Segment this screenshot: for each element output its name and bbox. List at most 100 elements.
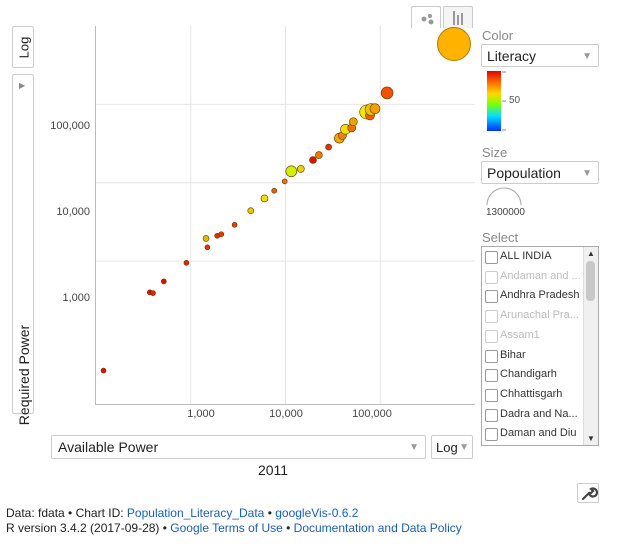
select-item-label: Bihar xyxy=(500,348,526,361)
color-legend-mid-label: 50 xyxy=(509,95,521,106)
select-checkbox[interactable] xyxy=(485,349,498,363)
data-bubble[interactable] xyxy=(380,86,394,100)
color-dropdown[interactable]: Literacy ▼ xyxy=(481,44,599,67)
bar-chart-icon xyxy=(453,11,463,25)
select-item-label: Chandigarh xyxy=(500,368,557,381)
y-axis-label: Required Power xyxy=(16,324,32,426)
data-bubble[interactable] xyxy=(281,178,288,185)
y-tick-label: 10,000 xyxy=(56,206,90,218)
select-checkbox[interactable] xyxy=(485,388,498,402)
select-list-item[interactable]: Andaman and ... xyxy=(484,268,584,288)
color-section-title: Color xyxy=(482,28,514,43)
select-checkbox[interactable] xyxy=(485,290,498,304)
scroll-thumb[interactable] xyxy=(586,261,595,301)
data-bubble[interactable] xyxy=(183,260,190,266)
footer-r-version: R version 3.4.2 (2017-09-28) • xyxy=(6,521,171,535)
color-legend-bar xyxy=(487,71,501,131)
data-bubble[interactable] xyxy=(315,151,323,159)
data-bubble[interactable] xyxy=(231,222,238,228)
terms-of-use-link[interactable]: Google Terms of Use xyxy=(170,521,283,535)
y-axis-selector[interactable]: ▶ Required Power xyxy=(12,74,34,425)
data-bubble[interactable] xyxy=(100,367,107,374)
select-list[interactable]: ▲ ▼ ALL INDIA Andaman and ... Andhra Prade… xyxy=(481,246,599,446)
select-item-label: ALL INDIA xyxy=(500,250,552,262)
select-list-item[interactable]: Chhattisgarh xyxy=(484,386,584,406)
color-selected-value: Literacy xyxy=(487,48,537,64)
time-label: 2011 xyxy=(257,462,289,478)
x-scale-label: Log xyxy=(436,440,458,455)
select-checkbox[interactable] xyxy=(485,408,498,422)
settings-wrench-button[interactable] xyxy=(577,483,599,503)
data-bubble[interactable] xyxy=(150,290,156,296)
bubble-chart-icon xyxy=(421,14,434,25)
bubble-chart-tab[interactable] xyxy=(411,6,441,28)
x-scale-toggle[interactable]: Log ▼ xyxy=(431,435,473,459)
select-checkbox[interactable] xyxy=(485,251,498,264)
x-tick-label: 100,000 xyxy=(352,408,392,420)
color-legend-ticks xyxy=(502,71,506,131)
select-list-item[interactable]: Chandigarh xyxy=(484,366,584,386)
select-list-item[interactable]: Bihar xyxy=(484,347,584,367)
select-item-label: Chhattisgarh xyxy=(500,387,563,400)
selected-bubble-preview xyxy=(437,27,471,61)
size-legend-value: 1300000 xyxy=(486,207,525,218)
size-dropdown[interactable]: Popoulation ▼ xyxy=(481,161,599,184)
plot-area xyxy=(95,26,475,405)
bar-chart-tab[interactable] xyxy=(443,6,473,28)
select-list-scrollbar[interactable]: ▲ ▼ xyxy=(583,247,598,445)
data-bubble[interactable] xyxy=(285,165,298,178)
documentation-policy-link[interactable]: Documentation and Data Policy xyxy=(293,521,462,535)
footer-separator: • xyxy=(282,521,294,535)
x-tick-label: 10,000 xyxy=(269,408,303,420)
select-checkbox[interactable] xyxy=(485,329,498,343)
wrench-icon xyxy=(581,487,599,501)
select-item-label: Arunachal Pra... xyxy=(500,309,579,322)
data-bubble[interactable] xyxy=(271,187,277,194)
footer-line-2: R version 3.4.2 (2017-09-28) • Google Te… xyxy=(6,521,462,535)
data-bubble[interactable] xyxy=(369,103,381,114)
footer-data-text: Data: fdata • Chart ID: xyxy=(6,506,127,520)
size-section-title: Size xyxy=(482,145,508,160)
data-bubble[interactable] xyxy=(204,244,211,251)
footer-separator: • xyxy=(264,506,276,520)
select-list-item[interactable]: Andhra Pradesh xyxy=(484,287,584,307)
select-list-item[interactable]: ALL INDIA xyxy=(484,248,584,268)
select-list-item[interactable]: Arunachal Pra... xyxy=(484,307,584,327)
chevron-down-icon: ▼ xyxy=(459,442,469,453)
y-scale-toggle[interactable]: Log xyxy=(12,26,34,68)
select-list-item[interactable]: Assam1 xyxy=(484,327,584,347)
data-bubble[interactable] xyxy=(161,278,167,285)
select-checkbox[interactable] xyxy=(485,310,498,324)
chart-id-link[interactable]: Population_Literacy_Data xyxy=(126,506,265,520)
x-axis-label: Available Power xyxy=(58,439,159,455)
select-item-label: Daman and Diu xyxy=(500,427,577,440)
select-checkbox[interactable] xyxy=(485,369,498,383)
data-bubble[interactable] xyxy=(260,194,269,203)
y-tick-label: 1,000 xyxy=(62,292,90,304)
scroll-up-icon[interactable]: ▲ xyxy=(587,249,595,258)
data-bubble[interactable] xyxy=(348,117,358,126)
select-list-item[interactable]: Daman and Diu xyxy=(484,425,584,445)
data-bubble[interactable] xyxy=(218,231,225,237)
scroll-down-icon[interactable]: ▼ xyxy=(587,434,595,443)
chevron-down-icon: ▼ xyxy=(409,442,419,453)
select-checkbox[interactable] xyxy=(485,270,498,284)
x-tick-label: 1,000 xyxy=(187,408,215,420)
footer-line-1: Data: fdata • Chart ID: Population_Liter… xyxy=(6,506,358,520)
select-item-label: Dadra and Na... xyxy=(500,407,578,420)
data-bubble[interactable] xyxy=(325,143,332,151)
bubble-chart xyxy=(96,26,475,404)
data-bubble[interactable] xyxy=(247,207,255,214)
y-axis-dropdown-arrow-icon: ▶ xyxy=(19,81,26,90)
select-item-label: Andaman and ... xyxy=(500,269,581,282)
select-list-item[interactable]: Dadra and Na... xyxy=(484,406,584,426)
select-checkbox[interactable] xyxy=(485,428,498,442)
x-axis-selector[interactable]: Available Power ▼ xyxy=(51,435,426,459)
data-bubble[interactable] xyxy=(309,156,317,164)
googlevis-version-link[interactable]: googleVis-0.6.2 xyxy=(275,506,359,520)
select-item-label: Assam1 xyxy=(500,328,540,341)
chevron-down-icon: ▼ xyxy=(582,168,592,179)
data-bubble[interactable] xyxy=(297,165,305,173)
data-bubble[interactable] xyxy=(202,235,210,242)
y-scale-label: Log xyxy=(16,36,32,59)
